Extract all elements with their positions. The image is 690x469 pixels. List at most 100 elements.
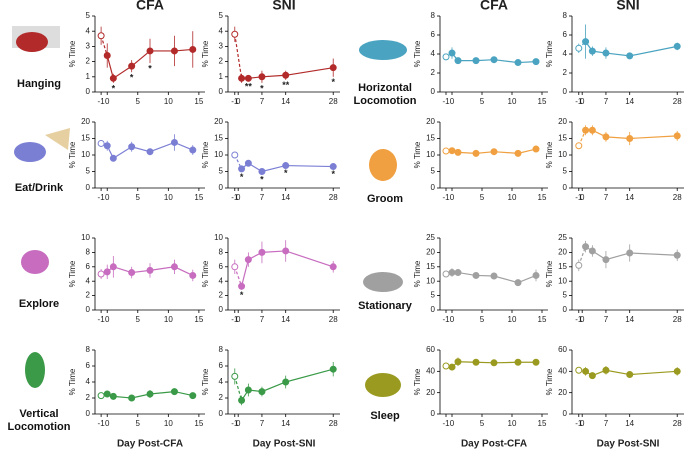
x-tick-label: 7 — [260, 315, 265, 324]
y-tick-label: 0 — [431, 305, 436, 314]
y-tick-label: 5 — [431, 291, 436, 300]
y-tick-label: 60 — [426, 345, 435, 354]
data-point — [448, 147, 456, 155]
y-tick-label: 1 — [86, 72, 91, 81]
y-tick-label: 0 — [86, 87, 91, 96]
y-tick-label: 3 — [86, 42, 91, 51]
data-point — [103, 268, 111, 276]
x-tick-label: 14 — [281, 97, 290, 106]
data-point — [626, 249, 634, 257]
y-tick-label: 15 — [558, 262, 567, 271]
x-tick-label: -1 — [575, 97, 583, 106]
x-tick-label: 5 — [136, 193, 141, 202]
x-tick-label: 0 — [450, 315, 455, 324]
x-tick-label: 0 — [580, 97, 585, 106]
data-point — [582, 243, 590, 251]
data-point — [532, 271, 540, 279]
y-tick-label: 8 — [563, 11, 568, 20]
y-tick-label: 20 — [214, 117, 223, 126]
y-tick-label: 15 — [426, 262, 435, 271]
x-tick-label: 0 — [105, 315, 110, 324]
x-tick-label: 7 — [260, 97, 265, 106]
data-point — [170, 263, 178, 271]
y-axis-label: % Time — [68, 40, 77, 67]
significance: * — [240, 172, 244, 182]
y-tick-label: 0 — [563, 305, 568, 314]
data-point — [258, 168, 266, 175]
significance: * — [260, 83, 264, 93]
data-point — [244, 74, 252, 82]
data-point — [602, 133, 610, 141]
icon-sleep — [365, 373, 401, 397]
x-tick-label: 10 — [164, 193, 173, 202]
x-tick-label: 0 — [580, 315, 585, 324]
y-tick-label: 4 — [431, 49, 436, 58]
x-tick-label: 14 — [281, 419, 290, 428]
data-point — [231, 30, 239, 38]
y-tick-label: 20 — [558, 248, 567, 257]
behavior-label: Stationary — [358, 300, 412, 312]
x-tick-label: 28 — [329, 315, 338, 324]
y-tick-label: 8 — [219, 248, 224, 257]
y-tick-label: 0 — [219, 183, 224, 192]
x-tick-label: 5 — [136, 315, 141, 324]
x-tick-label: -1 — [98, 97, 106, 106]
data-point — [673, 367, 681, 375]
data-point — [189, 45, 197, 53]
data-point — [231, 372, 239, 380]
y-tick-label: 10 — [426, 150, 435, 159]
data-line — [234, 376, 243, 401]
y-tick-label: 6 — [563, 30, 568, 39]
y-tick-label: 5 — [431, 167, 436, 176]
y-axis-label: % Time — [413, 141, 422, 168]
x-tick-label: 0 — [105, 97, 110, 106]
data-point — [146, 390, 154, 398]
data-point — [258, 248, 266, 256]
data-point — [238, 165, 246, 173]
data-point — [329, 64, 337, 72]
data-point — [97, 270, 105, 278]
data-point — [626, 371, 634, 379]
column-title: CFA — [480, 0, 508, 13]
data-point — [128, 269, 136, 277]
y-tick-label: 10 — [214, 233, 223, 242]
data-point — [329, 365, 337, 373]
y-tick-label: 4 — [563, 49, 568, 58]
y-axis-label: % Time — [201, 368, 210, 395]
data-point — [472, 271, 480, 279]
y-tick-label: 15 — [81, 134, 90, 143]
significance: * — [331, 77, 335, 87]
data-point — [532, 58, 540, 66]
x-tick-label: -1 — [231, 315, 239, 324]
behavior-label: Sleep — [370, 410, 400, 422]
data-point — [673, 132, 681, 140]
y-tick-label: 2 — [86, 291, 91, 300]
x-tick-label: 7 — [604, 97, 609, 106]
data-point — [602, 49, 610, 57]
x-tick-label: -1 — [98, 193, 106, 202]
x-tick-label: 28 — [673, 193, 682, 202]
x-axis-label: Day Post-SNI — [597, 439, 660, 450]
y-tick-label: 2 — [563, 68, 568, 77]
data-point — [442, 362, 450, 370]
x-axis-label: Day Post-CFA — [117, 439, 183, 450]
y-tick-label: 15 — [214, 134, 223, 143]
y-tick-label: 40 — [558, 366, 567, 375]
data-point — [97, 32, 105, 40]
significance: ** — [282, 80, 290, 90]
y-axis-label: % Time — [201, 141, 210, 168]
x-tick-label: 10 — [164, 419, 173, 428]
data-point — [244, 386, 252, 394]
data-point — [454, 148, 462, 156]
x-tick-label: 5 — [480, 315, 485, 324]
data-point — [588, 126, 596, 134]
data-point — [128, 62, 136, 70]
significance: * — [240, 290, 244, 300]
data-point — [532, 358, 540, 366]
y-tick-label: 8 — [219, 345, 224, 354]
data-point — [442, 53, 450, 61]
x-tick-label: 14 — [625, 97, 634, 106]
data-point — [329, 163, 337, 171]
x-tick-label: 28 — [329, 193, 338, 202]
